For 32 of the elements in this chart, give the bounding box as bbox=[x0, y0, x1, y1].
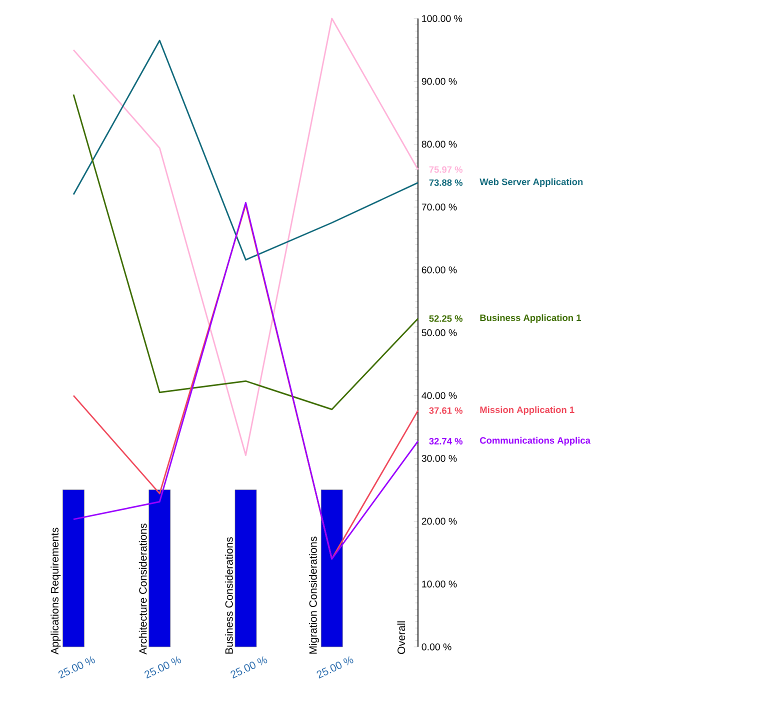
data-label: 25.00 % bbox=[144, 656, 182, 678]
y-tick-label: 100.00 % bbox=[422, 14, 462, 22]
y-tick-label: 20.00 % bbox=[422, 518, 457, 524]
y-tick-label: 60.00 % bbox=[422, 266, 457, 274]
y-tick-label: 50.00 % bbox=[422, 329, 457, 336]
text: Communications Applica bbox=[480, 436, 591, 446]
data-label: 73.88 % bbox=[429, 179, 463, 186]
data-label: 25.00 % bbox=[230, 656, 268, 678]
y-tick-label: 10.00 % bbox=[422, 580, 457, 588]
data-label: 75.97 % bbox=[429, 166, 463, 173]
data-label: 32.74 % bbox=[429, 438, 463, 444]
y-tick-label: 70.00 % bbox=[422, 203, 457, 210]
text: Business Application 1 bbox=[480, 314, 581, 323]
x-tick-label: Overall bbox=[397, 621, 406, 654]
data-label: 25.00 % bbox=[58, 656, 95, 678]
y-tick-label: 80.00 % bbox=[422, 140, 457, 148]
x-tick-label: Applications Requirements bbox=[50, 528, 61, 654]
data-label: 37.61 % bbox=[429, 407, 463, 414]
y-tick-label: 90.00 % bbox=[422, 78, 457, 85]
x-tick-label: Architecture Considerations bbox=[138, 523, 147, 654]
line-series bbox=[72, 94, 419, 410]
data-label: 25.00 % bbox=[316, 656, 354, 678]
x-tick-label: Migration Considerations bbox=[309, 536, 319, 654]
y-tick-label: 30.00 % bbox=[422, 454, 457, 462]
line-series bbox=[72, 18, 419, 456]
y-tick-label: 0.00 % bbox=[422, 643, 452, 650]
y-tick-label: 40.00 % bbox=[422, 392, 457, 399]
line-series bbox=[72, 40, 419, 260]
data-label: 52.25 % bbox=[429, 315, 463, 322]
text: Mission Application 1 bbox=[480, 406, 574, 415]
x-tick-label: Business Considerations bbox=[225, 537, 233, 654]
text: Web Server Application bbox=[480, 178, 583, 187]
